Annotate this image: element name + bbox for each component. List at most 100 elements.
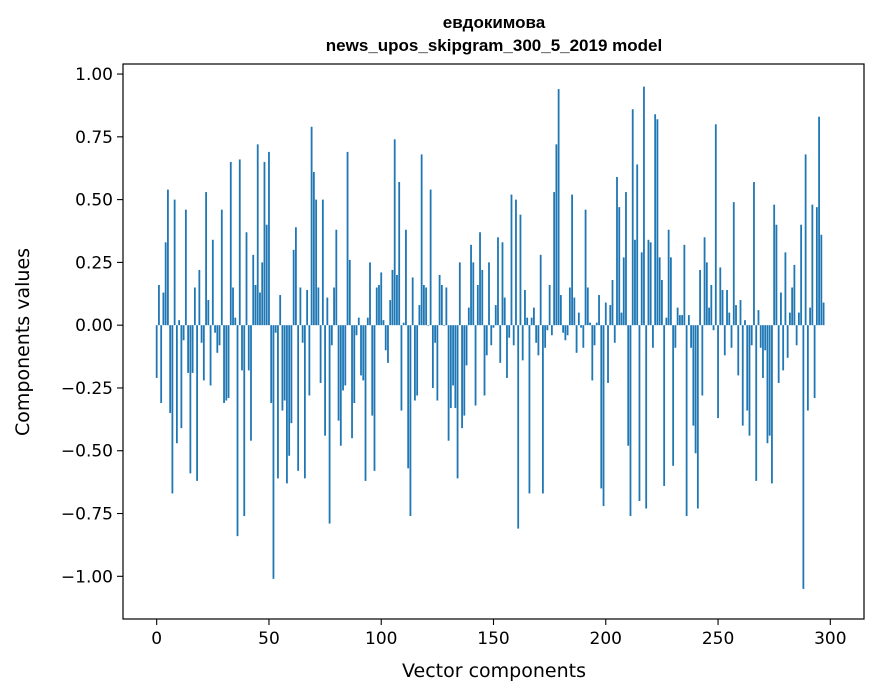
bar-223 — [656, 119, 659, 326]
bar-274 — [771, 325, 773, 484]
bar-16 — [191, 325, 194, 373]
bar-56 — [281, 325, 284, 411]
bar-213 — [634, 239, 636, 326]
x-tick-label-150: 150 — [477, 629, 509, 649]
bar-109 — [400, 325, 403, 411]
bar-271 — [764, 325, 767, 351]
bar-286 — [797, 312, 800, 326]
bar-40 — [245, 232, 248, 326]
bar-124 — [434, 325, 437, 343]
bar-86 — [348, 259, 351, 326]
bar-50 — [268, 151, 270, 326]
bar-35 — [234, 317, 237, 326]
bar-139 — [467, 307, 470, 326]
bar-175 — [548, 285, 551, 326]
bar-45 — [256, 144, 259, 326]
bar-219 — [647, 239, 650, 326]
y-axis-label: Components values — [12, 248, 34, 436]
bar-66 — [303, 325, 306, 479]
bars-group — [155, 86, 825, 589]
bar-296 — [820, 234, 823, 326]
bar-135 — [458, 262, 461, 326]
bar-77 — [328, 325, 331, 524]
bar-220 — [649, 242, 652, 326]
bar-54 — [277, 325, 279, 479]
bar-31 — [225, 325, 228, 401]
bar-67 — [306, 290, 309, 326]
bar-8 — [173, 199, 176, 326]
bar-239 — [692, 325, 695, 426]
bar-59 — [288, 325, 291, 456]
bar-185 — [571, 194, 573, 326]
bar-203 — [611, 279, 614, 326]
bar-245 — [705, 262, 708, 326]
bar-5 — [167, 189, 169, 326]
bar-229 — [669, 257, 672, 326]
bar-277 — [777, 325, 780, 383]
bar-235 — [683, 244, 686, 326]
bar-101 — [382, 320, 385, 326]
x-axis-label: Vector components — [402, 660, 586, 682]
bar-82 — [339, 325, 342, 446]
bar-93 — [364, 325, 367, 481]
bar-20 — [200, 325, 203, 343]
bar-155 — [503, 297, 506, 326]
bar-55 — [279, 295, 282, 326]
bar-126 — [438, 274, 441, 326]
bar-27 — [216, 325, 219, 353]
bar-1 — [158, 285, 160, 326]
y-tick-label-0: 1.00 — [75, 65, 113, 85]
bar-129 — [445, 287, 448, 326]
bar-241 — [696, 325, 699, 509]
bar-242 — [699, 269, 701, 326]
bar-252 — [721, 290, 724, 326]
bar-276 — [775, 224, 778, 326]
bar-118 — [420, 154, 423, 326]
bar-288 — [802, 325, 805, 589]
bar-12 — [182, 325, 185, 341]
bar-64 — [299, 287, 302, 326]
bar-160 — [515, 199, 517, 326]
bar-292 — [811, 204, 814, 326]
bar-84 — [344, 325, 347, 386]
bar-287 — [800, 224, 803, 326]
bar-131 — [449, 325, 452, 409]
bar-99 — [378, 285, 380, 326]
bar-204 — [613, 325, 616, 343]
bar-70 — [312, 171, 315, 326]
bar-255 — [728, 312, 731, 326]
bar-51 — [270, 325, 273, 404]
bar-121 — [427, 325, 430, 326]
bar-244 — [703, 237, 706, 326]
bar-225 — [661, 279, 663, 326]
bar-240 — [694, 325, 697, 454]
bar-179 — [557, 89, 560, 326]
bar-30 — [223, 325, 225, 404]
bar-2 — [160, 325, 163, 404]
bar-159 — [512, 325, 515, 346]
x-tick-label-0: 0 — [151, 629, 162, 649]
bar-33 — [229, 161, 232, 326]
bar-37 — [238, 159, 241, 326]
bar-209 — [625, 192, 627, 326]
bar-11 — [180, 325, 183, 429]
bar-190 — [582, 325, 585, 348]
x-tick-label-100: 100 — [365, 629, 397, 649]
bar-158 — [510, 194, 513, 326]
bar-188 — [577, 312, 580, 326]
bar-116 — [416, 325, 419, 396]
bar-75 — [324, 325, 326, 436]
bar-96 — [371, 325, 374, 416]
bar-256 — [730, 325, 733, 348]
bar-250 — [717, 325, 719, 419]
bar-140 — [470, 244, 472, 326]
bar-7 — [171, 325, 174, 494]
bar-38 — [241, 325, 243, 371]
bar-196 — [595, 322, 598, 326]
bar-180 — [559, 295, 562, 326]
bar-94 — [366, 317, 369, 326]
bar-76 — [326, 297, 329, 326]
bar-206 — [618, 207, 621, 326]
bar-134 — [456, 325, 459, 479]
